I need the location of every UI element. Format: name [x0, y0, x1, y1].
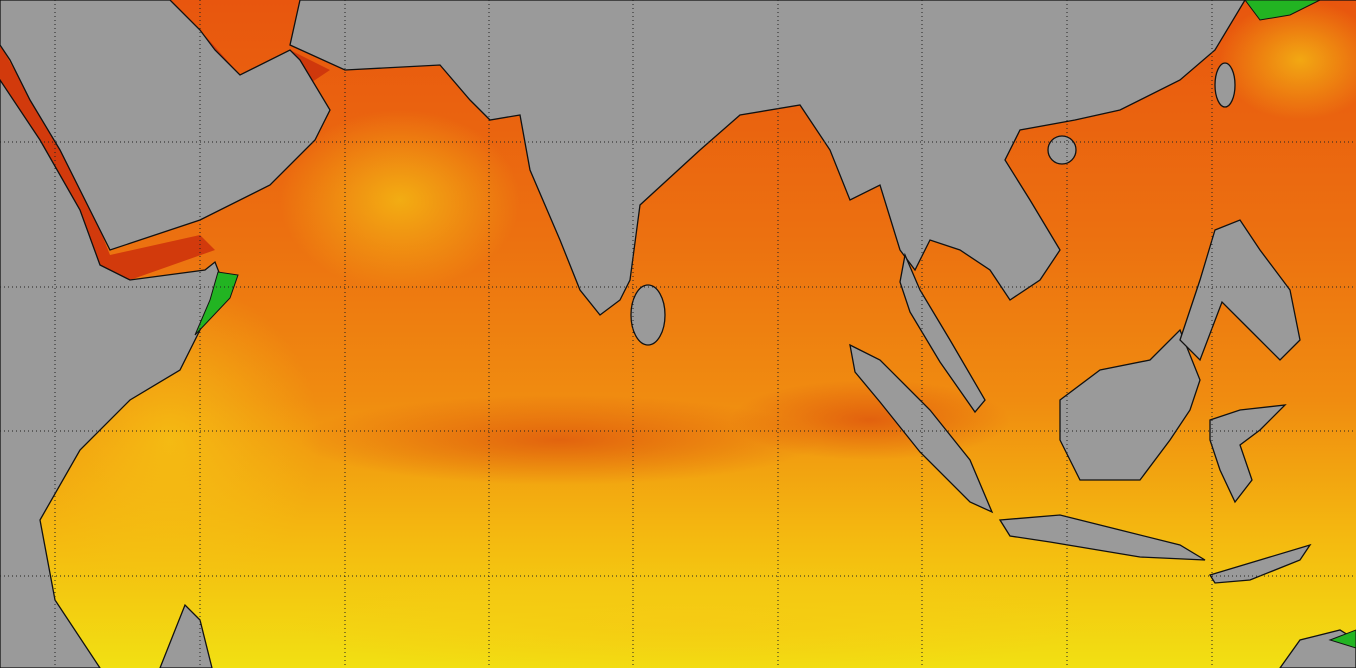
lesser-sunda [1208, 543, 1312, 584]
cold-patch [194, 271, 239, 336]
sumatra [849, 343, 994, 514]
java [998, 514, 1206, 561]
philippines [1179, 219, 1301, 362]
red-sea [0, 45, 215, 280]
sri-lanka [630, 284, 666, 346]
cool-patch [290, 560, 1090, 668]
borneo [1059, 328, 1201, 481]
malay-peninsula [899, 252, 986, 414]
hainan [1047, 135, 1077, 165]
cold-patch [1328, 629, 1356, 649]
cool-patch [280, 110, 520, 290]
cold-patch [1244, 0, 1321, 21]
asia [289, 0, 1356, 316]
sulawesi [1209, 404, 1287, 504]
arabia [0, 0, 331, 251]
warm-band [300, 395, 820, 485]
taiwan [1214, 62, 1236, 108]
cool-patch [1220, 0, 1356, 120]
